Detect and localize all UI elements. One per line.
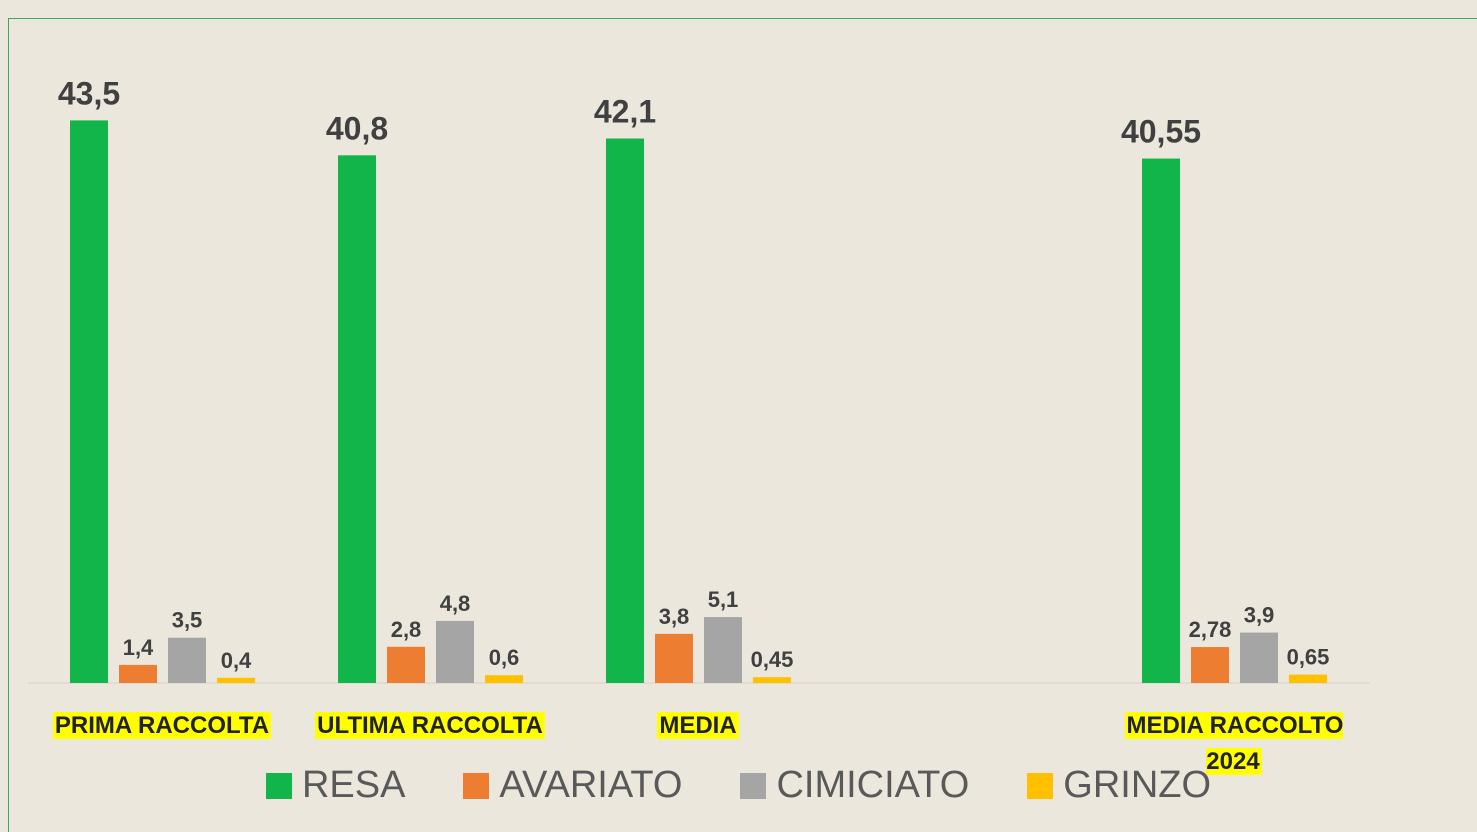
- legend-swatch: [1027, 773, 1053, 799]
- x-tick-label-box: MEDIA: [570, 708, 826, 744]
- legend-swatch: [266, 773, 292, 799]
- value-label: 4,8: [440, 591, 471, 616]
- bar: [606, 139, 644, 683]
- bar: [168, 638, 206, 683]
- bar: [436, 621, 474, 683]
- bar: [70, 120, 108, 683]
- legend-label: GRINZO: [1063, 764, 1211, 807]
- bar: [753, 677, 791, 683]
- bar: [1240, 633, 1278, 683]
- bar: [119, 665, 157, 683]
- value-label: 1,4: [123, 635, 154, 660]
- value-label: 3,8: [659, 604, 690, 629]
- legend-item: CIMICIATO: [740, 764, 969, 807]
- bar: [338, 155, 376, 683]
- x-tick-label: PRIMA RACCOLTA: [53, 712, 271, 739]
- bar: [485, 675, 523, 683]
- x-tick-label-box: PRIMA RACCOLTA: [34, 708, 290, 744]
- value-label: 2,78: [1189, 617, 1232, 642]
- value-label: 0,45: [751, 647, 794, 672]
- bar: [704, 617, 742, 683]
- value-label: 2,8: [391, 617, 422, 642]
- bar: [1289, 675, 1327, 683]
- bar: [1142, 159, 1180, 683]
- legend-item: AVARIATO: [463, 764, 682, 807]
- value-label: 3,9: [1244, 603, 1275, 628]
- legend-item: RESA: [266, 764, 405, 807]
- x-tick-label-box: ULTIMA RACCOLTA: [302, 708, 558, 744]
- bar: [217, 678, 255, 683]
- value-label: 5,1: [708, 587, 739, 612]
- legend-swatch: [463, 773, 489, 799]
- bar: [655, 634, 693, 683]
- value-label: 0,4: [221, 648, 252, 673]
- legend-label: RESA: [302, 764, 405, 807]
- bar: [1191, 647, 1229, 683]
- legend-label: AVARIATO: [499, 764, 682, 807]
- value-label: 0,65: [1287, 645, 1330, 670]
- value-label: 43,5: [58, 75, 120, 111]
- legend: RESA AVARIATO CIMICIATO GRINZO: [0, 764, 1477, 807]
- legend-label: CIMICIATO: [776, 764, 969, 807]
- legend-swatch: [740, 773, 766, 799]
- x-tick-label: MEDIA: [657, 712, 738, 739]
- value-label: 40,8: [326, 110, 388, 146]
- value-label: 0,6: [489, 645, 520, 670]
- bar: [387, 647, 425, 683]
- value-label: 42,1: [594, 94, 656, 130]
- x-tick-label: ULTIMA RACCOLTA: [315, 712, 545, 739]
- legend-item: GRINZO: [1027, 764, 1211, 807]
- value-label: 40,55: [1121, 114, 1201, 150]
- value-label: 3,5: [172, 608, 203, 633]
- page: {"chart_data": {"type": "bar", "categori…: [0, 0, 1477, 832]
